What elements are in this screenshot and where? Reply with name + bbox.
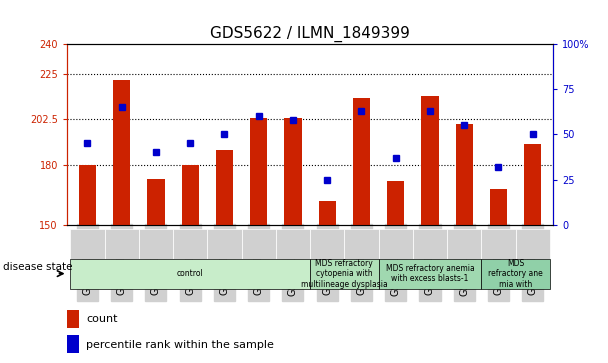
Bar <box>105 229 139 258</box>
Bar <box>379 229 413 258</box>
Bar <box>379 258 482 289</box>
Bar <box>113 80 130 225</box>
Bar <box>447 229 482 258</box>
Bar <box>139 229 173 258</box>
Bar <box>344 229 379 258</box>
Bar <box>285 118 302 225</box>
Text: MDS
refractory ane
mia with: MDS refractory ane mia with <box>488 259 543 289</box>
Bar <box>79 164 96 225</box>
Bar <box>516 229 550 258</box>
Title: GDS5622 / ILMN_1849399: GDS5622 / ILMN_1849399 <box>210 26 410 42</box>
Bar <box>524 144 541 225</box>
Bar <box>319 201 336 225</box>
Bar <box>207 229 241 258</box>
Bar <box>173 229 207 258</box>
Bar <box>276 229 310 258</box>
Bar <box>310 258 379 289</box>
Bar <box>67 310 79 328</box>
Bar <box>490 189 507 225</box>
Text: percentile rank within the sample: percentile rank within the sample <box>86 339 274 350</box>
Bar <box>67 335 79 353</box>
Text: control: control <box>177 269 204 278</box>
Bar <box>147 179 165 225</box>
Text: MDS refractory anemia
with excess blasts-1: MDS refractory anemia with excess blasts… <box>385 264 474 283</box>
Bar <box>310 229 344 258</box>
Bar <box>241 229 276 258</box>
Text: disease state: disease state <box>3 262 72 272</box>
Bar <box>216 150 233 225</box>
Bar <box>250 118 268 225</box>
Bar <box>387 181 404 225</box>
Bar <box>455 124 473 225</box>
Bar <box>482 258 550 289</box>
Bar <box>482 229 516 258</box>
Text: MDS refractory
cytopenia with
multilineage dysplasia: MDS refractory cytopenia with multilinea… <box>301 259 388 289</box>
Bar <box>71 229 105 258</box>
Bar <box>413 229 447 258</box>
Bar <box>421 96 438 225</box>
Text: count: count <box>86 314 118 324</box>
Bar <box>71 258 310 289</box>
Bar <box>182 164 199 225</box>
Bar <box>353 98 370 225</box>
